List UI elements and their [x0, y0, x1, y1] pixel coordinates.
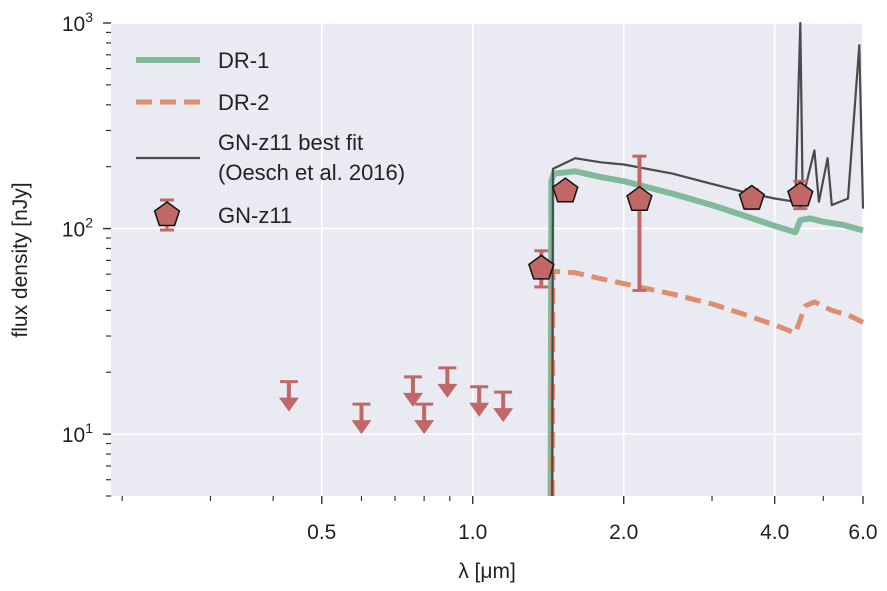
x-tick-label: 4.0	[760, 521, 789, 544]
x-tick-label: 0.5	[307, 521, 336, 544]
x-axis-label: λ [μm]	[458, 560, 516, 583]
legend-label-4: GN-z11	[218, 203, 292, 228]
x-tick-label: 1.0	[458, 521, 487, 544]
x-tick-label: 6.0	[848, 521, 877, 544]
detection-marker	[626, 185, 653, 212]
legend: DR-1 DR-2 GN-z11 best fit (Oesch et al. 201…	[136, 48, 405, 232]
marker-layer	[278, 154, 814, 435]
series-line-2	[549, 268, 865, 497]
y-tick-label: 103	[62, 9, 93, 36]
upper-limit-arrowhead	[469, 402, 490, 417]
detection-marker	[738, 184, 765, 210]
legend-label-3: GN-z11 best fit (Oesch et al. 2016)	[218, 130, 405, 185]
y-tick-label: 101	[62, 420, 93, 447]
upper-limit-arrowhead	[414, 420, 435, 435]
plot-background	[111, 23, 863, 496]
upper-limit-arrowhead	[437, 383, 458, 398]
series-line-1	[547, 168, 864, 497]
detection-marker	[552, 177, 579, 203]
upper-limit-arrowhead	[278, 397, 299, 412]
upper-limit-arrowhead	[351, 420, 372, 435]
detection-marker	[787, 181, 814, 207]
axes-layer: 0.5 1.0 2.0 4.0 6.0 101 102 103	[62, 9, 878, 544]
x-tick-label: 2.0	[609, 521, 638, 544]
detection-marker	[528, 254, 555, 280]
legend-label-2: DR-2	[218, 90, 269, 115]
y-axis-label: flux density [nJy]	[9, 182, 32, 337]
legend-detection-marker	[153, 201, 181, 227]
upper-limit-arrowhead	[402, 392, 423, 407]
legend-label-1: DR-1	[218, 48, 269, 73]
upper-limit-arrowhead	[493, 408, 514, 423]
y-tick-label: 102	[62, 215, 93, 242]
grid	[111, 22, 864, 496]
